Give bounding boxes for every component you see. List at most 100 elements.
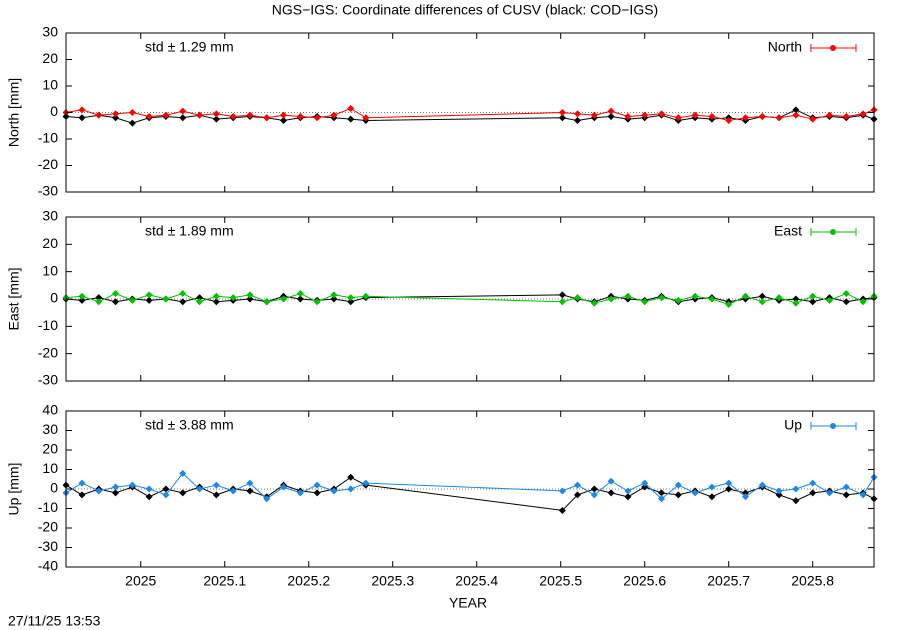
y-tick-label: 0	[50, 290, 58, 306]
annotation: std ± 3.88 mm	[145, 417, 234, 433]
y-tick-label: 20	[42, 441, 58, 457]
y-tick-label: -20	[38, 156, 58, 172]
data-point	[741, 493, 749, 501]
data-point	[825, 296, 833, 304]
data-point	[641, 479, 649, 487]
data-point	[162, 491, 170, 499]
data-point	[212, 110, 220, 118]
data-point	[296, 489, 304, 497]
data-point	[128, 109, 136, 116]
x-tick-label: 2025.3	[371, 573, 414, 589]
data-point	[296, 290, 304, 298]
data-point	[78, 491, 86, 499]
data-point	[708, 483, 716, 491]
annotation: std ± 1.29 mm	[145, 39, 234, 55]
data-point	[607, 112, 615, 120]
data-point	[196, 298, 204, 306]
data-point	[741, 114, 749, 122]
x-tick-label: 2025.2	[287, 573, 330, 589]
data-point	[842, 298, 850, 306]
data-point	[145, 291, 153, 299]
series-line	[65, 472, 875, 500]
x-tick-label: 2025.4	[455, 573, 498, 589]
data-point	[263, 298, 271, 306]
data-point	[792, 295, 800, 303]
data-point	[758, 298, 766, 306]
data-point	[624, 292, 632, 300]
data-point	[574, 116, 582, 124]
data-point	[809, 292, 817, 300]
data-point	[792, 485, 800, 493]
data-point	[162, 111, 170, 119]
data-point	[674, 114, 682, 122]
data-point	[128, 296, 136, 304]
data-point	[246, 295, 254, 303]
data-point	[725, 479, 733, 487]
y-tick-label: 30	[42, 421, 58, 437]
data-point	[280, 483, 288, 491]
data-point	[78, 296, 86, 304]
annotation: std ± 1.89 mm	[145, 223, 234, 239]
data-point	[347, 105, 355, 113]
legend-label: North	[768, 39, 802, 55]
x-tick-label: 2025	[125, 573, 156, 589]
data-point	[330, 111, 338, 119]
x-axis-label: YEAR	[449, 595, 487, 611]
data-point	[196, 294, 204, 302]
y-tick-label: 10	[42, 460, 58, 476]
chart-title: NGS−IGS: Coordinate differences of CUSV …	[272, 2, 658, 18]
data-point	[607, 489, 615, 497]
data-point	[658, 495, 666, 503]
data-point	[212, 481, 220, 489]
data-point	[590, 491, 598, 499]
data-point	[280, 295, 288, 303]
data-point	[212, 115, 220, 123]
data-point	[112, 483, 120, 491]
data-point	[775, 487, 783, 495]
y-tick-label: 30	[42, 208, 58, 224]
data-point	[330, 295, 338, 303]
data-point	[95, 487, 103, 495]
y-tick-label: -10	[38, 499, 58, 515]
data-point	[296, 295, 304, 303]
data-point	[674, 296, 682, 304]
data-point	[212, 491, 220, 499]
data-point	[313, 489, 321, 497]
data-point	[809, 298, 817, 306]
data-point	[658, 110, 666, 118]
legend-label: East	[774, 223, 802, 239]
data-point	[112, 114, 120, 122]
data-point	[758, 481, 766, 489]
data-point	[162, 295, 170, 303]
data-point	[658, 489, 666, 497]
data-point	[624, 487, 632, 495]
data-point	[775, 114, 783, 122]
data-point	[775, 491, 783, 499]
data-point	[145, 485, 153, 493]
data-point	[362, 292, 370, 300]
data-point	[574, 294, 582, 302]
data-point	[842, 483, 850, 491]
y-tick-label: 40	[42, 402, 58, 418]
data-point	[758, 112, 766, 120]
data-point	[162, 485, 170, 493]
data-point	[263, 495, 271, 503]
data-point	[725, 300, 733, 308]
data-point	[674, 491, 682, 499]
data-point	[590, 299, 598, 307]
data-point	[347, 294, 355, 302]
data-point	[362, 114, 370, 122]
data-point	[347, 298, 355, 306]
data-point	[212, 292, 220, 300]
x-tick-label: 2025.1	[203, 573, 246, 589]
data-point	[674, 481, 682, 489]
data-point	[691, 489, 699, 497]
legend-label: Up	[784, 417, 802, 433]
legend-marker	[830, 423, 836, 429]
data-point	[280, 111, 288, 119]
data-point	[558, 487, 566, 495]
data-point	[558, 109, 566, 116]
y-tick-label: -20	[38, 344, 58, 360]
plot-frame	[65, 32, 875, 193]
